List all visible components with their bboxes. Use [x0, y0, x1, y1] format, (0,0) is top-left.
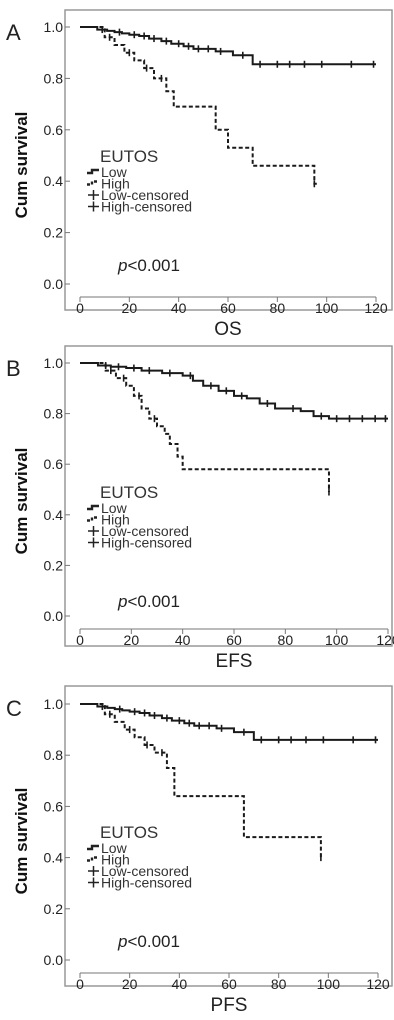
- x-tick-label: 20: [122, 976, 138, 992]
- x-tick-label: 40: [172, 976, 188, 992]
- legend-symbol: [87, 180, 99, 186]
- legend-symbol: [88, 537, 99, 548]
- survival-curve-low: [80, 26, 376, 66]
- legend-symbol: [87, 504, 99, 511]
- x-tick-label: 40: [175, 632, 191, 648]
- y-tick-label: 0.2: [44, 901, 64, 917]
- y-tick-label: 0.0: [44, 608, 64, 624]
- legend-entry: High: [101, 852, 130, 868]
- legend-symbol: [87, 516, 99, 522]
- x-tick-label: 100: [325, 632, 349, 648]
- y-tick-label: 0.6: [44, 122, 64, 138]
- panel-label: A: [6, 20, 21, 45]
- km-chart-a: A Cum survival 0.0 0.2 0.4 0.6 0.8 1.0 0 20 40 60 80…: [6, 9, 393, 340]
- x-tick-label: 60: [226, 632, 242, 648]
- x-tick-label: 80: [278, 632, 294, 648]
- legend-entry: Low: [101, 164, 128, 180]
- y-tick-label: 0.4: [44, 507, 64, 523]
- x-tick-label: 40: [171, 300, 187, 316]
- y-tick-label: 0.8: [44, 406, 64, 422]
- x-tick-label: 0: [76, 632, 84, 648]
- legend-entry: Low: [101, 840, 128, 856]
- y-tick-label: 0.0: [44, 276, 64, 292]
- legend-entry: Low-censored: [101, 863, 189, 879]
- y-axis-label: Cum survival: [12, 112, 31, 219]
- legend-symbol: [88, 877, 99, 888]
- y-tick-label: 0.2: [44, 557, 64, 573]
- km-panel-b: B Cum survival 0.0 0.2 0.4 0.6 0.8 1.0 0 20 40 60 80…: [0, 336, 394, 676]
- legend-entry: High-censored: [101, 199, 192, 215]
- x-tick-label: 60: [220, 300, 236, 316]
- p-value-annotation: p<0.001: [117, 932, 180, 951]
- y-tick-label: 0.4: [44, 850, 64, 866]
- legend-title: EUTOS: [100, 483, 158, 502]
- plot-frame: [64, 685, 393, 987]
- x-axis-label: EFS: [216, 651, 253, 672]
- legend-symbol: [88, 190, 99, 200]
- km-chart-c: C Cum survival 0.0 0.2 0.4 0.6 0.8 1.0 0 20 40 60 80…: [6, 685, 393, 1016]
- legend-symbol: [87, 168, 99, 175]
- panel-label: C: [6, 696, 22, 721]
- legend-symbol: [88, 201, 99, 212]
- legend-entry: High-censored: [101, 875, 192, 891]
- x-tick-label: 120: [376, 632, 394, 648]
- y-axis-label: Cum survival: [12, 448, 31, 555]
- survival-curve-low: [80, 703, 378, 741]
- y-tick-label: 1.0: [44, 19, 64, 35]
- legend-entry: Low-censored: [101, 187, 189, 203]
- x-tick-label: 0: [76, 976, 84, 992]
- km-chart-b: B Cum survival 0.0 0.2 0.4 0.6 0.8 1.0 0 20 40 60 80…: [6, 345, 394, 672]
- y-axis-label: Cum survival: [12, 788, 31, 895]
- y-tick-label: 0.8: [44, 70, 64, 86]
- survival-curve-high: [80, 703, 322, 858]
- legend-entry: High: [101, 512, 130, 528]
- x-tick-label: 80: [270, 300, 286, 316]
- y-tick-label: 0.2: [44, 225, 64, 241]
- y-tick-label: 0.0: [44, 952, 64, 968]
- km-panel-c: C Cum survival 0.0 0.2 0.4 0.6 0.8 1.0 0 20 40 60 80…: [0, 676, 394, 1016]
- p-value-annotation: p<0.001: [117, 592, 180, 611]
- legend-entry: High: [101, 176, 130, 192]
- survival-curve-high: [80, 26, 317, 185]
- x-tick-label: 80: [271, 976, 287, 992]
- x-axis-label: PFS: [211, 995, 248, 1015]
- y-tick-label: 0.6: [44, 798, 64, 814]
- legend-symbol: [88, 866, 99, 876]
- survival-curve-low: [80, 362, 388, 420]
- legend-symbol: [87, 844, 99, 851]
- y-tick-label: 0.8: [44, 747, 64, 763]
- legend-title: EUTOS: [100, 823, 158, 842]
- y-tick-label: 0.6: [44, 456, 64, 472]
- x-tick-label: 100: [315, 300, 339, 316]
- legend-title: EUTOS: [100, 147, 158, 166]
- p-value-annotation: p<0.001: [117, 256, 180, 275]
- x-tick-label: 120: [366, 976, 390, 992]
- legend-symbol: [88, 526, 99, 536]
- x-tick-label: 20: [124, 632, 140, 648]
- x-axis-label: OS: [214, 319, 241, 336]
- x-tick-label: 100: [317, 976, 341, 992]
- x-tick-label: 20: [122, 300, 138, 316]
- x-tick-label: 60: [221, 976, 237, 992]
- survival-curve-high: [80, 362, 330, 493]
- x-tick-label: 120: [364, 300, 388, 316]
- y-tick-label: 1.0: [44, 355, 64, 371]
- x-tick-label: 0: [76, 300, 84, 316]
- km-panel-a: A Cum survival 0.0 0.2 0.4 0.6 0.8 1.0 0 20 40 60 80…: [0, 0, 394, 340]
- legend-entry: Low: [101, 500, 128, 516]
- plot-frame: [64, 9, 393, 311]
- legend-entry: Low-censored: [101, 523, 189, 539]
- legend-symbol: [87, 856, 99, 862]
- plot-frame: [64, 345, 393, 647]
- y-tick-label: 0.4: [44, 173, 64, 189]
- y-tick-label: 1.0: [44, 696, 64, 712]
- panel-label: B: [6, 356, 21, 381]
- legend-entry: High-censored: [101, 535, 192, 551]
